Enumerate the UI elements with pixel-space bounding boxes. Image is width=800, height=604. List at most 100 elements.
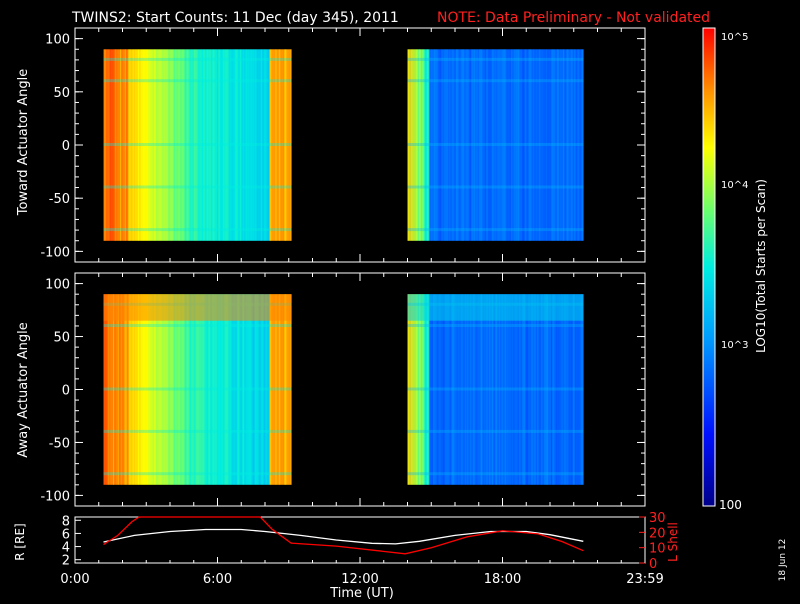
heatmap-cell (496, 294, 498, 485)
heatmap-cell (492, 49, 494, 241)
heatmap-cell (522, 49, 524, 241)
heatmap-cell (253, 49, 255, 241)
heatmap-cell (130, 49, 132, 241)
heatmap-cell (250, 294, 252, 485)
heatmap-cell (458, 294, 460, 485)
heatmap-cell (119, 49, 121, 241)
heatmap-cell (416, 49, 418, 241)
heatmap-cell (161, 49, 163, 241)
heatmap-cell (152, 49, 154, 241)
heatmap-cell (528, 49, 530, 241)
heatmap-cell (407, 294, 409, 485)
heatmap-cell (571, 294, 573, 485)
heatmap-cell (154, 294, 156, 485)
heatmap-cell (421, 49, 423, 241)
heatmap-cell (563, 294, 565, 485)
heatmap-cell (244, 49, 246, 241)
heatmap-cell (513, 49, 515, 241)
heatmap-cell (202, 294, 204, 485)
heatmap-cell (157, 49, 159, 241)
heatmap-cell (411, 49, 413, 241)
heatmap-cell (507, 294, 509, 485)
heatmap-cell (226, 294, 228, 485)
heatmap-cell (165, 49, 167, 241)
away-angle-panel: 100 50 0 -50 -100 (40, 272, 646, 507)
heatmap-cell (521, 294, 523, 485)
heatmap-cell (409, 49, 411, 241)
heatmap-cell (572, 49, 574, 241)
heatmap-cell (282, 294, 284, 485)
heatmap-cell (536, 49, 538, 241)
heatmap-cell (417, 294, 419, 485)
heatmap-cell (214, 294, 216, 485)
heatmap-cell (535, 294, 537, 485)
colorbar-label: LOG10(Total Starts per Scan) (754, 179, 768, 353)
heatmap-cell (547, 49, 549, 241)
heatmap-cell (171, 49, 173, 241)
heatmap-cell (527, 49, 529, 241)
heatmap-cell (159, 294, 161, 485)
heatmap-cell (234, 294, 236, 485)
heatmap-cell (443, 49, 445, 241)
heatmap-cell (447, 49, 449, 241)
heatmap-cell (456, 294, 458, 485)
heatmap-cell (580, 294, 582, 485)
heatmap-cell (479, 294, 481, 485)
heatmap-cell (533, 49, 535, 241)
heatmap-cell (581, 294, 583, 485)
heatmap-cell (574, 294, 576, 485)
heatmap-cell (497, 49, 499, 241)
heatmap-cell (459, 294, 461, 485)
heatmap-cell (419, 294, 421, 485)
y-tick-label: 50 (53, 331, 70, 346)
heatmap-cell (233, 49, 235, 241)
heatmap-cell (465, 294, 467, 485)
heatmap-cell (420, 49, 422, 241)
heatmap-cell (187, 49, 189, 241)
heatmap-cell (105, 49, 107, 241)
heatmap-cell (464, 49, 466, 241)
heatmap-cell (566, 294, 568, 485)
heatmap-cell (577, 294, 579, 485)
heatmap-cell (549, 49, 551, 241)
heatmap-cell (556, 294, 558, 485)
heatmap-cell (492, 294, 494, 485)
heatmap-cell (246, 49, 248, 241)
heatmap-cell (488, 49, 490, 241)
heatmap-cell (494, 294, 496, 485)
heatmap-cell (115, 294, 117, 485)
heatmap-cell (164, 49, 166, 241)
heatmap-cell (278, 294, 280, 485)
heatmap-cell (111, 294, 113, 485)
heatmap-cell (198, 49, 200, 241)
heatmap-cell (125, 294, 127, 485)
date-stamp: 18 Jun 12 (778, 539, 788, 582)
heatmap-cell (201, 49, 203, 241)
heatmap-cell (476, 294, 478, 485)
heatmap-cell (188, 294, 190, 485)
heatmap-cell (525, 49, 527, 241)
heatmap-cell (228, 294, 230, 485)
heatmap-cell (486, 294, 488, 485)
heatmap-cell (250, 49, 252, 241)
heatmap-cell (156, 49, 158, 241)
heatmap-cell (132, 294, 134, 485)
heatmap-cell (546, 294, 548, 485)
heatmap-cell (413, 294, 415, 485)
heatmap-cell (217, 49, 219, 241)
heatmap-cell (288, 49, 290, 241)
heatmap-cell (274, 294, 276, 485)
heatmap-cell (103, 294, 105, 485)
heatmap-cell (489, 49, 491, 241)
heatmap-cell (266, 49, 268, 241)
heatmap-cell (510, 49, 512, 241)
heatmap-cell (237, 294, 239, 485)
heatmap-cell (463, 294, 465, 485)
heatmap-cell (499, 49, 501, 241)
heatmap-cell (458, 49, 460, 241)
heatmap-cell (190, 49, 192, 241)
heatmap-cell (262, 49, 264, 241)
heatmap-cell (119, 294, 121, 485)
heatmap-cell (176, 49, 178, 241)
